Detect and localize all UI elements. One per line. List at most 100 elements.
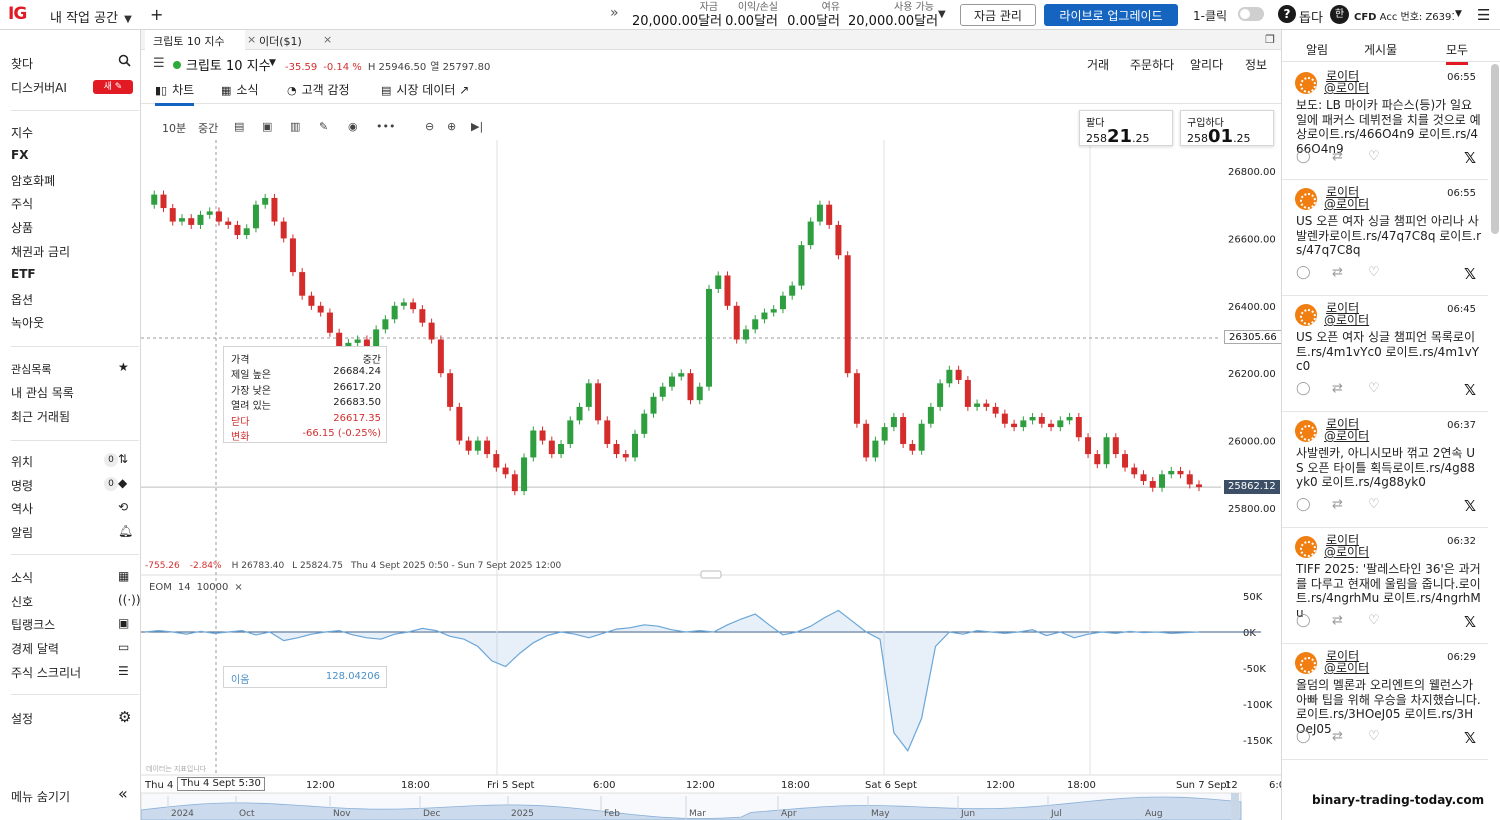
news-handle[interactable]: @로이터 <box>1324 197 1370 211</box>
x-logo-icon[interactable]: 𝕏 <box>1464 729 1477 747</box>
nav-hide-menu[interactable]: 메뉴 숨기기 <box>11 790 71 804</box>
nav-discover-ai[interactable]: 디스커버AI <box>11 81 67 95</box>
repost-icon[interactable]: ⇄ <box>1332 265 1343 280</box>
tab-sentiment[interactable]: ◔ 고객 감정 <box>287 81 350 98</box>
nav-market-item[interactable]: FX <box>11 147 29 162</box>
gear-icon[interactable]: ⚙ <box>118 708 132 726</box>
nav-history[interactable]: 역사 <box>11 502 34 516</box>
news-item[interactable]: 로이터 @로이터 06:37 사발렌카, 아니시모바 꺾고 2연속 US 오픈 타이틀… <box>1282 412 1488 528</box>
news-scrollbar[interactable] <box>1491 64 1499 234</box>
restore-window-icon[interactable]: ❐ <box>1265 33 1275 46</box>
nav-alerts[interactable]: 알림 <box>11 526 34 540</box>
nav-positions[interactable]: 위치 <box>11 455 34 469</box>
tab-chart[interactable]: ▮▯ 차트 <box>155 81 195 106</box>
tab-ether[interactable]: 이더($1) × <box>251 30 332 50</box>
sell-quote-button[interactable]: 팔다 25821.25 <box>1079 110 1173 147</box>
like-icon[interactable]: ♡ <box>1368 613 1380 628</box>
nav-economic-calendar[interactable]: 경제 달력 <box>11 642 59 656</box>
search-icon[interactable] <box>118 54 131 70</box>
news-source[interactable]: 로이터 <box>1326 301 1360 315</box>
nav-market-item[interactable]: 상품 <box>11 221 34 236</box>
news-item[interactable]: 로이터 @로이터 06:55 US 오픈 여자 싱글 챔피언 아리나 사발렌카로이트.… <box>1282 180 1488 296</box>
remove-indicator-icon[interactable]: × <box>234 582 243 593</box>
nav-news[interactable]: 소식 <box>11 571 34 585</box>
indicators-icon[interactable]: ▥ <box>290 120 301 133</box>
nav-orders[interactable]: 명령 <box>11 479 34 493</box>
news-body[interactable]: 보도: LB 마이카 파슨스(등)가 일요일에 패커스 데뷔전을 치를 것으로 … <box>1296 98 1481 156</box>
nav-recently-traded[interactable]: 최근 거래됨 <box>11 410 71 424</box>
comment-icon[interactable]: ◯ <box>1296 149 1311 164</box>
news-handle[interactable]: @로이터 <box>1324 545 1370 559</box>
price-chart[interactable]: 26800.00 26600.00 26400.00 26200.00 26000.00… <box>141 30 1281 820</box>
nav-settings[interactable]: 설정 <box>11 712 34 726</box>
repost-icon[interactable]: ⇄ <box>1332 613 1343 628</box>
repost-icon[interactable]: ⇄ <box>1332 497 1343 512</box>
tab-market-data[interactable]: ▤ 시장 데이터 ↗ <box>381 81 469 98</box>
close-icon[interactable]: × <box>323 33 333 46</box>
comment-icon[interactable]: ◯ <box>1296 729 1311 744</box>
alert-link[interactable]: 알리다 <box>1190 58 1224 72</box>
instrument-menu-icon[interactable]: ☰ <box>153 56 165 71</box>
template-icon[interactable]: ▣ <box>262 120 273 133</box>
tab-news[interactable]: ▦ 소식 <box>221 81 259 98</box>
double-chevron-left-icon[interactable]: « <box>118 784 128 803</box>
close-icon[interactable]: × <box>247 33 257 46</box>
news-item[interactable]: 로이터 @로이터 06:45 US 오픈 여자 싱글 챔피언 목록로이트.rs/4m1… <box>1282 296 1488 412</box>
nav-market-item[interactable]: 옵션 <box>11 292 34 307</box>
like-icon[interactable]: ♡ <box>1368 497 1380 512</box>
eye-icon[interactable]: ◉ <box>348 120 358 133</box>
news-item[interactable]: 로이터 @로이터 06:32 TIFF 2025: '팔레스타인 36'은 과거를 다… <box>1282 528 1488 644</box>
x-logo-icon[interactable]: 𝕏 <box>1464 149 1477 167</box>
star-icon[interactable]: ★ <box>118 360 129 374</box>
news-source[interactable]: 로이터 <box>1326 533 1360 547</box>
news-body[interactable]: TIFF 2025: '팔레스타인 36'은 과거를 다루고 현재에 울림을 줍… <box>1296 562 1481 620</box>
help-label[interactable]: 돕다 <box>1299 11 1323 26</box>
nav-market-item[interactable]: 주식 <box>11 197 34 212</box>
like-icon[interactable]: ♡ <box>1368 265 1380 280</box>
trade-link[interactable]: 거래 <box>1087 58 1110 72</box>
instrument-name[interactable]: 크립토 10 지수 <box>186 59 271 74</box>
one-click-toggle[interactable] <box>1238 7 1264 21</box>
x-logo-icon[interactable]: 𝕏 <box>1464 381 1477 399</box>
news-item[interactable]: 로이터 @로이터 06:29 올덤의 멜론과 오리엔트의 웰런스가 아빠 팁을 위해 … <box>1282 644 1488 760</box>
draw-pencil-icon[interactable]: ✎ <box>319 120 329 133</box>
buy-quote-button[interactable]: 구입하다 25801.25 <box>1180 110 1274 147</box>
nav-my-watchlist[interactable]: 내 관심 목록 <box>11 386 74 400</box>
news-body[interactable]: US 오픈 여자 싱글 챔피언 아리나 사발렌카로이트.rs/47q7C8q 로… <box>1296 214 1482 257</box>
x-logo-icon[interactable]: 𝕏 <box>1464 497 1477 515</box>
order-link[interactable]: 주문하다 <box>1130 58 1175 72</box>
news-item[interactable]: 로이터 @로이터 06:55 보도: LB 마이카 파슨스(등)가 일요일에 패커스 … <box>1282 64 1488 180</box>
like-icon[interactable]: ♡ <box>1368 149 1380 164</box>
tab-crypto10[interactable]: 크립토 10 지수 × <box>145 30 256 50</box>
repost-icon[interactable]: ⇄ <box>1332 381 1343 396</box>
x-logo-icon[interactable]: 𝕏 <box>1464 613 1477 631</box>
nav-signals[interactable]: 신호 <box>11 595 34 609</box>
interval-selector[interactable]: 10분 <box>162 122 187 135</box>
nav-market-item[interactable]: 채권과 금리 <box>11 245 71 259</box>
account-stats-chevron-icon[interactable]: ▼ <box>938 9 946 20</box>
news-body[interactable]: 올덤의 멜론과 오리엔트의 웰런스가 아빠 팁을 위해 우승을 차지했습니다.로… <box>1296 678 1481 736</box>
avatar[interactable]: 한 <box>1330 5 1349 24</box>
news-body[interactable]: 사발렌카, 아니시모바 꺾고 2연속 US 오픈 타이틀 획득로이트.rs/4g… <box>1296 446 1476 489</box>
nav-market-item[interactable]: ETF <box>11 266 36 281</box>
news-handle[interactable]: @로이터 <box>1324 313 1370 327</box>
comment-icon[interactable]: ◯ <box>1296 497 1311 512</box>
price-type-selector[interactable]: 중간 <box>198 122 219 135</box>
news-handle[interactable]: @로이터 <box>1324 81 1370 95</box>
tab-alerts[interactable]: 알림 <box>1306 43 1329 57</box>
account-number[interactable]: CFD Acc 번호: Z6391E <box>1354 8 1454 23</box>
news-source[interactable]: 로이터 <box>1326 417 1360 431</box>
news-source[interactable]: 로이터 <box>1326 185 1360 199</box>
collapse-stats-icon[interactable]: » <box>610 5 619 21</box>
news-handle[interactable]: @로이터 <box>1324 661 1370 675</box>
zoom-out-icon[interactable]: ⊖ <box>425 120 435 133</box>
tab-posts[interactable]: 게시물 <box>1364 43 1398 57</box>
nav-stock-screener[interactable]: 주식 스크리너 <box>11 666 82 680</box>
more-icon[interactable]: ••• <box>376 120 396 133</box>
like-icon[interactable]: ♡ <box>1368 729 1380 744</box>
chart-type-icon[interactable]: ▤ <box>234 120 245 133</box>
repost-icon[interactable]: ⇄ <box>1332 149 1343 164</box>
news-source[interactable]: 로이터 <box>1326 649 1360 663</box>
like-icon[interactable]: ♡ <box>1368 381 1380 396</box>
x-logo-icon[interactable]: 𝕏 <box>1464 265 1477 283</box>
